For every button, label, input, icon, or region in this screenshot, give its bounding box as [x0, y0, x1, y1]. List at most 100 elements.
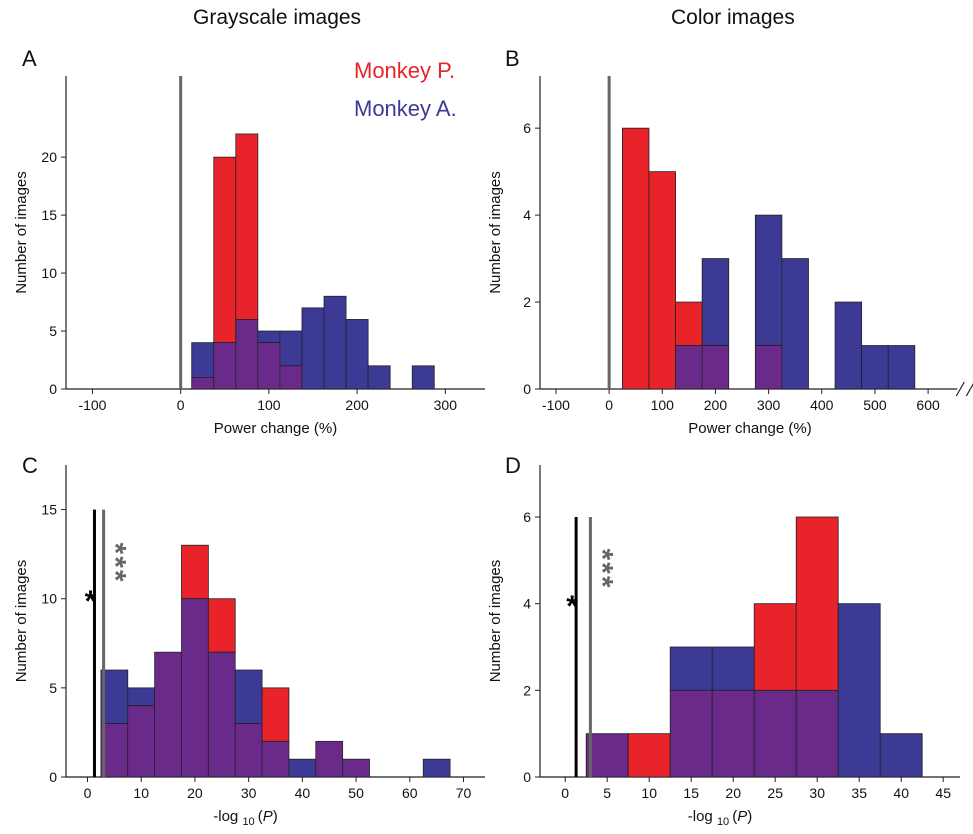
- x-tick-label: 50: [348, 785, 364, 801]
- x-tick-label: 10: [133, 785, 149, 801]
- bar: [257, 330, 281, 344]
- bar: [411, 365, 435, 390]
- bar: [191, 342, 215, 378]
- y-tick-label: 15: [41, 502, 57, 518]
- bar: [235, 133, 259, 320]
- bar: [342, 758, 370, 778]
- significance-label: ***: [99, 543, 132, 584]
- bar: [261, 740, 290, 778]
- panel-a: -100 0 100 200 300 0 5 10 15 20 Power change (%) Nu…: [13, 76, 485, 437]
- significance-label: *: [85, 585, 97, 618]
- bar: [181, 544, 209, 600]
- bar: [127, 705, 156, 778]
- bar: [261, 687, 290, 742]
- x-tick-label: 0: [561, 785, 569, 801]
- y-tick-label: 6: [523, 120, 531, 136]
- bar: [754, 214, 783, 346]
- panel-letter-a: A: [22, 46, 37, 71]
- x-tick-label: 25: [767, 785, 783, 801]
- y-tick-label: 0: [523, 769, 531, 785]
- bar: [753, 689, 797, 778]
- significance-label: *: [566, 590, 578, 623]
- bar: [191, 377, 215, 390]
- y-tick-label: 0: [523, 381, 531, 397]
- y-axis-label: Number of images: [13, 171, 30, 294]
- x-tick-label: 40: [893, 785, 909, 801]
- bar: [279, 365, 303, 390]
- bar: [213, 342, 237, 390]
- x-tick-label: 30: [241, 785, 257, 801]
- panel-c: **** 0 10 20 30 40 50 60 70 0 5 10 15 -log 10 (P) Numb…: [13, 465, 485, 828]
- y-tick-label: 15: [41, 207, 57, 223]
- bar: [669, 646, 713, 691]
- panel-letter-d: D: [505, 453, 521, 478]
- bar: [648, 171, 676, 390]
- y-axis-label: Number of images: [487, 560, 504, 683]
- bar: [345, 319, 369, 390]
- bar: [701, 258, 730, 346]
- x-tick-label: 30: [809, 785, 825, 801]
- y-axis-label: Number of images: [13, 560, 30, 683]
- x-tick-label: 45: [935, 785, 951, 801]
- bar: [887, 345, 916, 390]
- axis-break-mark: [955, 381, 965, 397]
- x-tick-label: 100: [651, 397, 675, 413]
- y-tick-label: 0: [49, 381, 57, 397]
- bar: [235, 319, 259, 390]
- bar: [669, 689, 713, 778]
- y-tick-label: 2: [523, 294, 531, 310]
- bar: [701, 345, 730, 390]
- y-tick-label: 4: [523, 596, 531, 612]
- x-tick-label: 200: [704, 397, 728, 413]
- bar: [879, 733, 923, 778]
- bar: [181, 598, 209, 778]
- x-tick-label: 500: [863, 397, 887, 413]
- y-tick-label: 6: [523, 509, 531, 525]
- bar: [795, 516, 839, 691]
- x-tick-label: 200: [345, 397, 369, 413]
- bar: [323, 295, 347, 390]
- bar: [781, 258, 809, 390]
- bar: [234, 669, 263, 724]
- bar: [100, 669, 129, 724]
- x-tick-label: 400: [810, 397, 834, 413]
- x-tick-label: 0: [605, 397, 613, 413]
- bar: [127, 687, 156, 707]
- x-tick-label: -100: [542, 397, 570, 413]
- bar: [367, 365, 391, 390]
- bar: [301, 307, 325, 390]
- bar: [234, 723, 263, 778]
- x-tick-label: 40: [295, 785, 311, 801]
- y-tick-label: 2: [523, 682, 531, 698]
- bar: [213, 156, 237, 344]
- column-title-grayscale: Grayscale images: [193, 6, 362, 29]
- y-tick-label: 0: [49, 769, 57, 785]
- x-tick-label: 600: [916, 397, 940, 413]
- bar: [207, 598, 236, 653]
- x-axis-label: -log 10 (P): [688, 808, 753, 828]
- bar: [754, 345, 783, 390]
- x-axis-label: -log 10 (P): [213, 808, 278, 828]
- x-tick-label: 300: [757, 397, 781, 413]
- bar: [675, 345, 703, 390]
- x-tick-label: 70: [456, 785, 472, 801]
- bar: [207, 651, 236, 778]
- bar: [837, 603, 881, 778]
- bar: [711, 689, 755, 778]
- y-tick-label: 20: [41, 149, 57, 165]
- significance-label: ***: [585, 548, 618, 589]
- bar: [795, 689, 839, 778]
- x-tick-label: 300: [434, 397, 458, 413]
- y-tick-label: 10: [41, 265, 57, 281]
- x-tick-label: 20: [725, 785, 741, 801]
- bar: [753, 603, 797, 691]
- bar: [315, 740, 344, 778]
- legend-monkey-p: Monkey P.: [354, 58, 456, 83]
- panel-letter-b: B: [505, 46, 520, 71]
- x-axis-label: Power change (%): [214, 420, 337, 437]
- legend-monkey-a: Monkey A.: [354, 96, 457, 121]
- x-tick-label: 35: [851, 785, 867, 801]
- x-tick-label: 100: [257, 397, 281, 413]
- y-tick-label: 5: [49, 680, 57, 696]
